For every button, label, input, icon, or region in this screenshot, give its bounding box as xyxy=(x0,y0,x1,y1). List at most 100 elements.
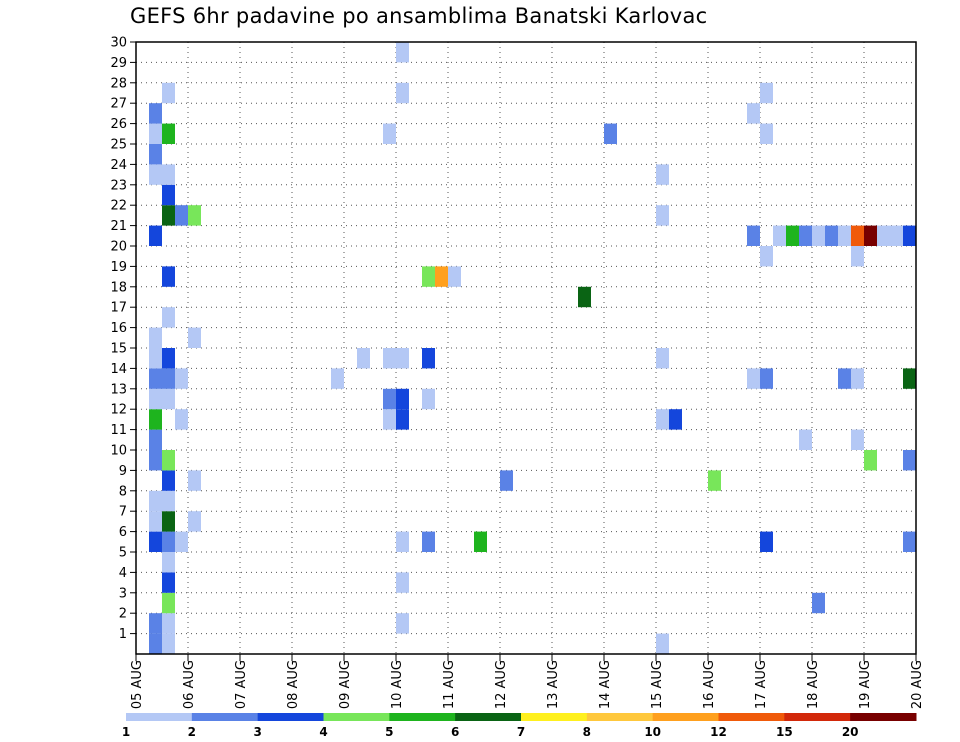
heatmap-cell xyxy=(760,246,773,267)
heatmap-cell xyxy=(162,511,175,532)
x-tick-label: 19 AUG xyxy=(858,660,873,709)
heatmap-cell xyxy=(851,429,864,450)
heatmap-cell xyxy=(799,225,812,246)
colorbar-label: 12 xyxy=(710,725,727,739)
y-tick-label: 13 xyxy=(110,382,127,397)
heatmap-cell xyxy=(175,409,188,430)
colorbar-label: 1 xyxy=(122,725,130,739)
heatmap-cell xyxy=(396,572,409,593)
heatmap-cell xyxy=(396,388,409,410)
y-tick-label: 10 xyxy=(110,444,127,459)
heatmap-cell xyxy=(864,225,877,246)
heatmap-cell xyxy=(656,409,669,430)
colorbar-swatch xyxy=(257,713,324,721)
heatmap-cell xyxy=(812,225,825,246)
heatmap-cell xyxy=(162,450,175,471)
y-tick-label: 24 xyxy=(110,158,127,173)
colorbar-swatch xyxy=(784,713,851,721)
heatmap-cell xyxy=(604,123,617,144)
heatmap-cell xyxy=(162,388,175,410)
y-tick-label: 14 xyxy=(110,362,127,377)
heatmap-cell xyxy=(760,123,773,144)
colorbar-swatch xyxy=(850,713,917,721)
heatmap-cell xyxy=(422,266,435,287)
heatmap-cell xyxy=(903,450,916,471)
heatmap-cell xyxy=(877,225,890,246)
heatmap-cell xyxy=(162,470,175,491)
x-tick-label: 11 AUG xyxy=(442,660,457,709)
y-tick-label: 1 xyxy=(119,627,127,642)
heatmap-cell xyxy=(162,82,175,104)
heatmap-cell xyxy=(383,123,396,144)
heatmap-cell xyxy=(656,164,669,185)
heatmap-cell xyxy=(851,246,864,267)
heatmap-cell xyxy=(162,307,175,328)
heatmap-cell xyxy=(175,531,188,552)
x-tick-label: 20 AUG xyxy=(910,660,925,709)
heatmap-cell xyxy=(838,368,851,389)
colorbar-swatch xyxy=(126,713,193,721)
colorbar-label: 5 xyxy=(385,725,393,739)
heatmap-cell xyxy=(149,103,162,124)
heatmap-cell xyxy=(422,388,435,410)
x-tick-label: 09 AUG xyxy=(338,660,353,709)
heatmap-cell xyxy=(162,572,175,593)
heatmap-cell xyxy=(656,633,669,654)
colorbar-swatch xyxy=(455,713,522,721)
colorbar-swatch xyxy=(521,713,588,721)
heatmap-cell xyxy=(149,348,162,369)
colorbar-label: 8 xyxy=(583,725,591,739)
heatmap-cell xyxy=(396,42,409,63)
heatmap-cell xyxy=(149,511,162,532)
heatmap-cell xyxy=(149,225,162,246)
y-tick-label: 12 xyxy=(110,403,127,418)
y-tick-label: 26 xyxy=(110,117,127,132)
y-tick-label: 27 xyxy=(110,97,127,112)
colorbar-label: 2 xyxy=(188,725,196,739)
y-tick-label: 22 xyxy=(110,199,127,214)
heatmap-cell xyxy=(149,613,162,634)
heatmap-cell xyxy=(188,511,201,532)
x-tick-label: 14 AUG xyxy=(598,660,613,709)
y-tick-label: 17 xyxy=(110,301,127,316)
heatmap-cell xyxy=(188,470,201,491)
heatmap-cell xyxy=(851,225,864,246)
heatmap-cell xyxy=(162,633,175,654)
heatmap-cell xyxy=(162,490,175,512)
heatmap-cell xyxy=(760,368,773,389)
heatmap-cell xyxy=(903,531,916,552)
heatmap-cell xyxy=(422,531,435,552)
heatmap-cell xyxy=(747,103,760,124)
x-tick-label: 07 AUG xyxy=(234,660,249,709)
heatmap-cell xyxy=(162,184,175,206)
colorbar-swatch xyxy=(718,713,785,721)
heatmap-cell xyxy=(708,470,721,491)
heatmap-cell xyxy=(162,592,175,614)
x-tick-label: 17 AUG xyxy=(754,660,769,709)
heatmap-cell xyxy=(383,348,396,369)
y-tick-label: 4 xyxy=(119,566,127,581)
heatmap-cell xyxy=(149,633,162,654)
x-tick-label: 13 AUG xyxy=(546,660,561,709)
heatmap-cell xyxy=(747,225,760,246)
heatmap-cell xyxy=(162,348,175,369)
x-tick-label: 15 AUG xyxy=(650,660,665,709)
heatmap-cell xyxy=(747,368,760,389)
y-tick-label: 20 xyxy=(110,240,127,255)
heatmap-cell xyxy=(760,82,773,104)
heatmap-cell xyxy=(149,144,162,165)
heatmap-cell xyxy=(656,205,669,226)
chart-title: GEFS 6hr padavine po ansamblima Banatski… xyxy=(130,4,708,28)
y-tick-label: 15 xyxy=(110,342,127,357)
colorbar-label: 3 xyxy=(253,725,261,739)
heatmap-cell xyxy=(175,368,188,389)
heatmap-cell xyxy=(422,348,435,369)
heatmap-cell xyxy=(760,531,773,552)
heatmap-cell xyxy=(162,205,175,226)
colorbar-swatch xyxy=(389,713,456,721)
colorbar-label: 20 xyxy=(842,725,859,739)
heatmap-cell xyxy=(448,266,461,287)
x-tick-label: 08 AUG xyxy=(286,660,301,709)
